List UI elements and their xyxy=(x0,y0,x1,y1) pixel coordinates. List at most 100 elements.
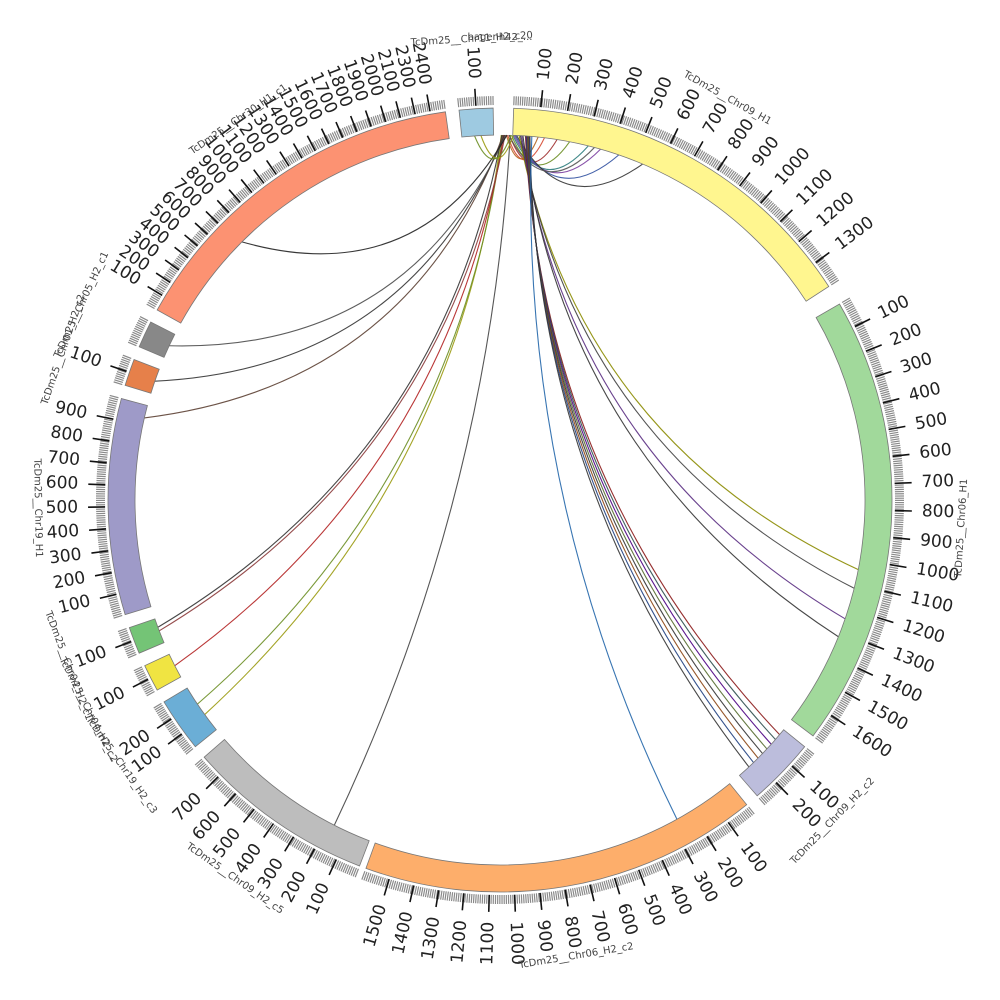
tick-label: 500 xyxy=(45,497,78,518)
major-tick xyxy=(364,110,372,127)
link-ribbon xyxy=(522,135,839,638)
tick-label: 500 xyxy=(913,409,949,434)
major-tick xyxy=(115,640,132,649)
major-tick xyxy=(435,890,440,908)
major-tick xyxy=(619,107,627,124)
minor-ticks xyxy=(117,628,137,659)
major-tick xyxy=(661,859,670,876)
tick-label: 700 xyxy=(47,447,81,470)
ideogram-band[interactable] xyxy=(512,107,830,302)
tick-label: 500 xyxy=(639,892,669,929)
minor-ticks xyxy=(127,316,149,347)
ideogram-band[interactable] xyxy=(107,398,152,616)
major-tick xyxy=(253,169,265,184)
ideogram-band[interactable] xyxy=(163,687,217,748)
tick-label: 300 xyxy=(689,868,722,906)
tick-label: 400 xyxy=(664,881,696,919)
major-tick xyxy=(305,848,316,865)
link-layer xyxy=(144,134,859,826)
major-tick xyxy=(223,793,237,807)
ideogram-band[interactable] xyxy=(203,738,370,867)
link-ribbon xyxy=(528,136,754,763)
ideogram-band[interactable] xyxy=(138,321,176,358)
link-ribbon xyxy=(508,134,595,173)
major-tick xyxy=(265,160,277,175)
major-tick xyxy=(284,836,295,852)
major-tick xyxy=(798,229,813,243)
major-tick xyxy=(205,776,219,790)
major-tick xyxy=(383,878,390,896)
tick-label: 900 xyxy=(748,133,784,171)
major-tick xyxy=(395,101,402,119)
tick-label: 700 xyxy=(921,471,954,492)
tick-label: 200 xyxy=(713,854,747,892)
major-tick xyxy=(779,209,793,223)
link-ribbon xyxy=(512,134,589,171)
minor-ticks xyxy=(113,354,132,386)
ideogram-band[interactable] xyxy=(156,111,450,324)
tick-label: 500 xyxy=(646,74,677,112)
major-tick xyxy=(727,821,739,837)
tick-label: 700 xyxy=(699,100,732,138)
major-tick xyxy=(99,593,117,600)
tick-label: 1100 xyxy=(477,922,498,966)
major-tick xyxy=(263,823,275,838)
major-tick xyxy=(716,155,728,171)
minor-ticks xyxy=(133,666,155,697)
tick-label: 300 xyxy=(898,349,935,378)
ideogram-band[interactable] xyxy=(124,359,160,394)
segment-name-label: TcDm25__Chr19_H1 xyxy=(31,457,44,557)
ideogram-band[interactable] xyxy=(128,618,165,654)
ideogram-band[interactable] xyxy=(365,783,748,893)
minor-ticks xyxy=(95,394,123,619)
segment-h10: 100 xyxy=(67,343,160,394)
ideogram-band[interactable] xyxy=(738,729,806,797)
tick-label: 1300 xyxy=(890,644,938,678)
major-tick xyxy=(644,116,653,134)
major-tick xyxy=(889,563,907,569)
major-tick xyxy=(564,889,569,907)
ideogram-band[interactable] xyxy=(458,107,495,138)
minor-ticks xyxy=(194,758,360,878)
ideogram-band[interactable] xyxy=(144,653,182,691)
link-ribbon xyxy=(530,136,678,820)
link-ribbon xyxy=(525,135,776,740)
link-ribbon xyxy=(529,136,750,768)
minor-ticks xyxy=(457,96,494,108)
major-tick xyxy=(155,272,171,284)
major-tick xyxy=(857,667,874,676)
major-tick xyxy=(379,105,387,123)
major-tick xyxy=(513,894,517,912)
major-tick xyxy=(409,885,415,903)
ideogram-band[interactable] xyxy=(790,303,893,737)
tick-label: 100 xyxy=(56,591,92,618)
segment-layer: 100 200 300 4005006007008009001000110012001… xyxy=(45,40,960,965)
major-tick xyxy=(867,642,885,650)
tick-label: 300 xyxy=(48,544,83,568)
major-tick xyxy=(328,859,337,876)
link-ribbon xyxy=(241,134,508,255)
major-tick xyxy=(739,172,751,187)
tick-label: 700 xyxy=(587,909,614,945)
major-tick xyxy=(461,893,465,911)
major-tick xyxy=(91,550,109,554)
tick-label: 1400 xyxy=(389,910,418,957)
major-tick xyxy=(684,848,694,865)
major-tick xyxy=(894,481,912,485)
link-ribbon xyxy=(174,134,505,667)
major-tick xyxy=(205,210,219,224)
segment-name-label: TcDm25__Chr05_H2_c1 xyxy=(52,250,111,361)
major-tick xyxy=(174,246,189,259)
tick-label: 1100 xyxy=(908,588,955,617)
major-tick xyxy=(94,571,112,577)
tick-label: 900 xyxy=(533,919,556,953)
major-tick xyxy=(96,414,114,421)
major-tick xyxy=(184,234,199,247)
major-tick xyxy=(426,94,431,112)
major-tick xyxy=(240,178,253,194)
major-tick xyxy=(410,97,416,115)
major-tick xyxy=(875,370,892,378)
major-tick xyxy=(865,344,882,353)
